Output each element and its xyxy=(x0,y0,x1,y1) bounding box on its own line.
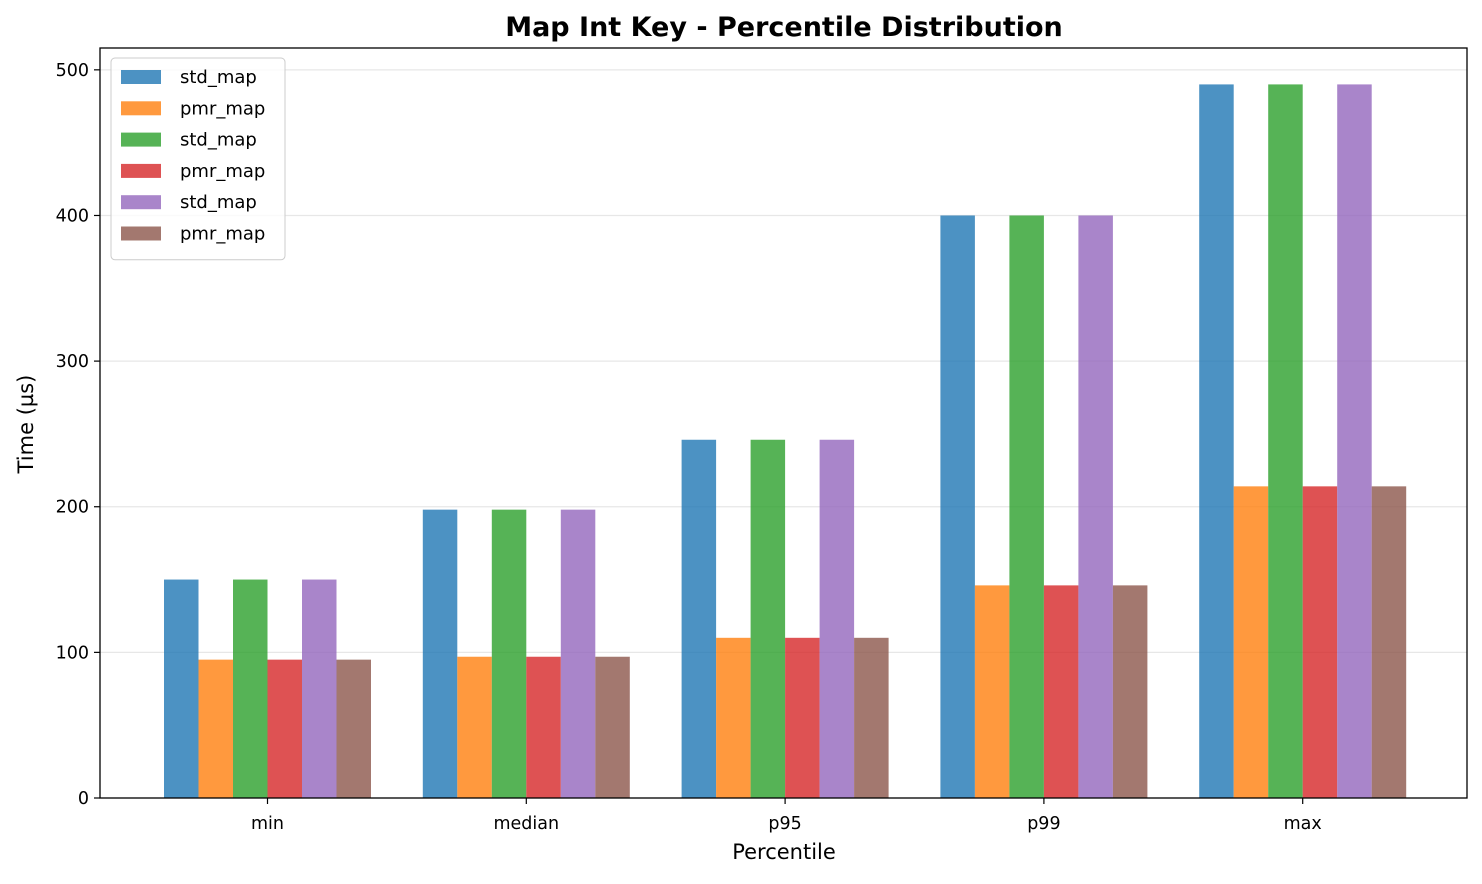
x-axis-label: Percentile xyxy=(732,840,836,864)
x-tick-label: p95 xyxy=(768,814,801,834)
legend: std_map pmr_map std_map pmr_map std_map pmr_m… xyxy=(110,57,286,261)
bar-std_map-p95 xyxy=(681,439,717,798)
y-tick-label: 200 xyxy=(56,498,89,518)
bar-pmr_map-p99 xyxy=(1043,585,1079,798)
bar-pmr_map-p99 xyxy=(1112,585,1148,798)
legend-swatch-std_map xyxy=(121,195,161,210)
bar-pmr_map-median xyxy=(457,656,492,798)
bar-pmr_map-p95 xyxy=(716,637,751,798)
bar-std_map-p95 xyxy=(819,439,855,798)
x-tick-label: max xyxy=(1284,814,1322,834)
chart-title: Map Int Key - Percentile Distribution xyxy=(505,12,1063,43)
bars xyxy=(164,84,1407,799)
bar-pmr_map-median xyxy=(526,656,561,798)
legend-label-pmr_map: pmr_map xyxy=(180,224,265,245)
y-axis-label: Time (µs) xyxy=(14,375,38,475)
bar-pmr_map-p99 xyxy=(974,585,1010,798)
bar-pmr_map-min xyxy=(267,659,302,798)
bar-std_map-p99 xyxy=(1078,215,1113,799)
bar-pmr_map-max xyxy=(1371,486,1407,798)
legend-swatch-std_map xyxy=(121,70,161,84)
bar-std_map-median xyxy=(491,509,527,798)
y-tick-label: 300 xyxy=(56,352,89,372)
legend-swatch-pmr_map xyxy=(121,163,161,178)
x-tick-label: p99 xyxy=(1027,814,1060,834)
legend-label-std_map: std_map xyxy=(180,130,257,151)
bar-pmr_map-p95 xyxy=(785,637,820,798)
x-tick-label: min xyxy=(251,814,284,834)
bar-pmr_map-p95 xyxy=(854,637,889,798)
bar-pmr_map-min xyxy=(198,659,233,798)
bar-std_map-max xyxy=(1199,84,1234,798)
bar-pmr_map-max xyxy=(1233,486,1269,798)
axis-ticks: 0 100 200 300 400 500 min median p95 p99 max xyxy=(56,61,1322,834)
legend-swatch-pmr_map xyxy=(121,226,161,241)
legend-label-std_map: std_map xyxy=(180,67,257,88)
bar-std_map-max xyxy=(1337,84,1372,798)
bar-std_map-p99 xyxy=(940,215,975,799)
x-tick-label: median xyxy=(493,814,559,834)
bar-pmr_map-max xyxy=(1302,486,1338,798)
legend-label-pmr_map: pmr_map xyxy=(180,98,265,119)
bar-pmr_map-min xyxy=(336,659,371,798)
bar-std_map-p99 xyxy=(1009,215,1044,799)
bar-std_map-median xyxy=(422,509,458,798)
bar-std_map-min xyxy=(233,579,268,798)
bar-std_map-median xyxy=(560,509,596,798)
y-tick-label: 100 xyxy=(56,643,89,663)
bar-std_map-max xyxy=(1268,84,1303,798)
legend-label-pmr_map: pmr_map xyxy=(180,161,265,182)
y-tick-label: 400 xyxy=(56,206,89,226)
bar-std_map-p95 xyxy=(750,439,786,798)
legend-swatch-pmr_map xyxy=(121,101,161,116)
bar-pmr_map-median xyxy=(595,656,630,798)
y-tick-label: 500 xyxy=(56,61,89,81)
bar-std_map-min xyxy=(164,579,199,798)
legend-swatch-std_map xyxy=(121,132,161,147)
plot-frame xyxy=(99,47,1468,799)
bar-std_map-min xyxy=(302,579,337,798)
y-tick-label: 0 xyxy=(78,789,89,809)
legend-label-std_map: std_map xyxy=(180,192,257,213)
